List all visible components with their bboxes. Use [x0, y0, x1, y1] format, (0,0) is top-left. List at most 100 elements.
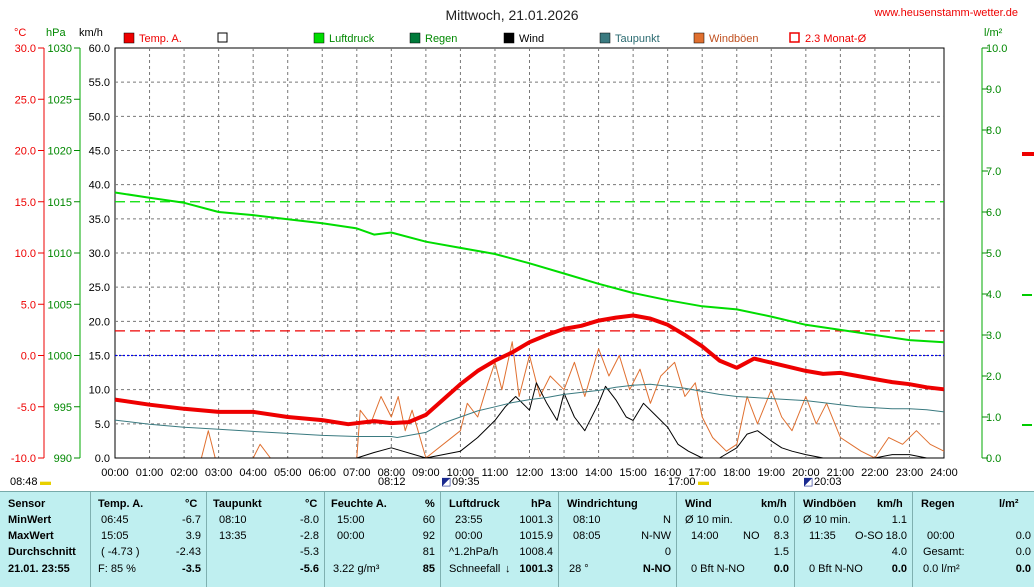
stats-panel-temp: Temp. A. °C 06:45 -6.7 15:05 3.9 ( -4.73… [90, 492, 206, 587]
winddir-header: Windrichtung [567, 498, 638, 510]
x-tick-label: 10:00 [447, 467, 475, 478]
x-tick-label: 24:00 [930, 467, 958, 478]
pressure-tick-label: 995 [54, 402, 72, 414]
gust-max-dir: O-SO [855, 530, 884, 542]
hum-unit: % [425, 498, 435, 510]
temp-avg-note: ( -4.73 ) [101, 546, 140, 558]
temp-tick-label: 10.0 [15, 248, 36, 260]
sunset-label: 17:00 [668, 476, 696, 488]
legend-swatch [123, 32, 135, 44]
temp-avg: -2.43 [175, 546, 201, 558]
pressure-tick-label: 1005 [48, 299, 72, 311]
rain-tick-label: 10.0 [986, 43, 1007, 55]
speed-tick-label: 30.0 [89, 248, 110, 260]
marker-label-2: 09:35 [452, 476, 480, 488]
winddir-min: N [663, 514, 671, 526]
stats-panel-sensor: Sensor MinWert MaxWert Durchschnitt 21.0… [0, 492, 90, 587]
rain-footer-left: 0.0 l/m² [923, 563, 960, 575]
row-label-avg: Durchschnitt [8, 546, 76, 558]
hum-avg: 81 [422, 546, 435, 558]
wind-beaufort: 0 Bft N-NO [691, 563, 745, 575]
pressure-tick-label: 1010 [48, 248, 72, 260]
dew-max: -2.8 [300, 530, 319, 542]
row-label-min: MinWert [8, 514, 52, 526]
legend-label: Wind [519, 33, 544, 45]
pressure-axis-unit: hPa [46, 27, 66, 39]
speed-tick-label: 5.0 [95, 419, 110, 431]
marker-label-3: 20:03 [814, 476, 842, 488]
temp-min-time: 06:45 [101, 514, 129, 526]
rain-tick-label: 8.0 [986, 125, 1001, 137]
stats-panel-wind: Wind km/h Ø 10 min. 0.0 14:00 NO 8.3 1.5… [676, 492, 794, 587]
press-trend: ^1.2hPa/h [449, 546, 499, 558]
rain-tick-label: 4.0 [986, 289, 1001, 301]
legend-swatch [789, 32, 800, 43]
wind-avg: 1.5 [773, 546, 789, 558]
speed-axis-unit: km/h [79, 27, 103, 39]
hum-footer-left: 3.22 g/m³ [333, 563, 380, 575]
temp-max-time: 15:05 [101, 530, 129, 542]
legend-swatch [503, 32, 515, 44]
hum-max-time: 00:00 [337, 530, 365, 542]
speed-tick-label: 60.0 [89, 43, 110, 55]
website-link: www.heusenstamm-wetter.de [873, 7, 1018, 19]
rain-tick-label: 7.0 [986, 166, 1001, 178]
x-tick-label: 08:00 [378, 467, 406, 478]
x-tick-label: 12:00 [516, 467, 544, 478]
pressure-tick-label: 1025 [48, 94, 72, 106]
hum-min-time: 15:00 [337, 514, 365, 526]
x-tick-label: 03:00 [205, 467, 233, 478]
x-tick-label: 02:00 [170, 467, 198, 478]
rain-axis-unit: l/m² [984, 27, 1003, 39]
series-line-taupunkt [114, 383, 945, 438]
legend-swatch [599, 32, 611, 44]
dew-min: -8.0 [300, 514, 319, 526]
speed-tick-label: 45.0 [89, 146, 110, 158]
rain-tick-label: 5.0 [986, 248, 1001, 260]
press-min: 1001.3 [519, 514, 553, 526]
legend-label: Windböen [709, 33, 759, 45]
rain-tick-label: 1.0 [986, 412, 1001, 424]
x-tick-label: 06:00 [308, 467, 336, 478]
rain-tick-label: 9.0 [986, 84, 1001, 96]
winddir-avg: 0 [664, 546, 671, 558]
legend-label: Taupunkt [615, 33, 660, 45]
rain-header: Regen [921, 498, 955, 510]
wind-min-time: Ø 10 min. [685, 514, 733, 526]
series-line-wind [115, 382, 944, 459]
sunset-icon: ▬ [698, 476, 709, 488]
legend-label: 2.3 Monat-Ø [805, 33, 867, 45]
wind-max-dir: NO [743, 530, 760, 542]
legend-label: Luftdruck [329, 33, 375, 45]
speed-tick-label: 50.0 [89, 111, 110, 123]
dew-max-time: 13:35 [219, 530, 247, 542]
temp-tick-label: 30.0 [15, 43, 36, 55]
gust-current: 0.0 [891, 563, 907, 575]
x-tick-label: 17:00 [688, 467, 716, 478]
x-tick-label: 04:00 [239, 467, 267, 478]
press-forecast: Schneefall [449, 563, 501, 575]
winddir-degrees: 28 ° [569, 563, 589, 575]
x-tick-label: 13:00 [550, 467, 578, 478]
hum-max: 92 [422, 530, 435, 542]
winddir-max: N-NW [641, 530, 671, 542]
sensor-footer: 21.01. 23:55 [8, 563, 70, 575]
x-tick-label: 00:00 [101, 467, 129, 478]
wind-min: 0.0 [773, 514, 789, 526]
rain-tick-label: 3.0 [986, 330, 1001, 342]
rain-tick-label: 6.0 [986, 207, 1001, 219]
rain-unit: l/m² [999, 498, 1019, 510]
gust-unit: km/h [877, 498, 903, 510]
current-pressure-marker [1022, 294, 1032, 296]
x-tick-label: 22:00 [861, 467, 889, 478]
temp-tick-label: 0.0 [21, 351, 36, 363]
gust-max: 18.0 [885, 530, 907, 542]
hum-header: Feuchte A. [331, 498, 387, 510]
x-tick-label: 15:00 [619, 467, 647, 478]
current-temp-marker [1022, 152, 1034, 156]
x-tick-label: 14:00 [585, 467, 613, 478]
legend-label: Temp. A. [139, 33, 182, 45]
moon-icon-2: ◩ [803, 476, 814, 488]
stats-panel-gust: Windböen km/h Ø 10 min. 1.1 11:35 O-SO 1… [794, 492, 912, 587]
temp-footer-left: F: 85 % [98, 563, 136, 575]
